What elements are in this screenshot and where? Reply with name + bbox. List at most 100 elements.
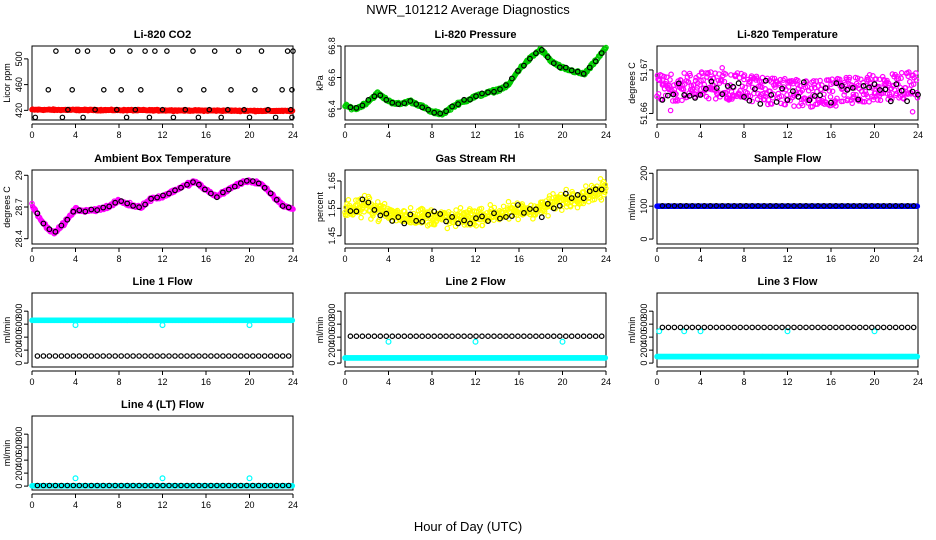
data-point — [785, 324, 791, 331]
data-point — [273, 196, 280, 203]
data-point — [722, 71, 729, 77]
y-tick-label: 29 — [14, 170, 24, 180]
data-point — [467, 333, 473, 340]
data-point — [685, 79, 692, 85]
data-point — [154, 194, 161, 201]
data-point — [752, 86, 758, 92]
y-tick-label: 420 — [14, 103, 24, 118]
data-point — [718, 78, 725, 84]
y-tick-label: 0 — [327, 361, 337, 366]
data-point — [817, 92, 823, 99]
data-point — [834, 95, 840, 102]
data-point — [202, 353, 208, 359]
y-axis-label: ml/min — [627, 317, 637, 344]
data-point — [241, 106, 247, 113]
data-point — [100, 482, 107, 489]
x-tick-label: 8 — [429, 130, 434, 140]
data-point — [371, 333, 378, 340]
data-point — [201, 87, 207, 93]
data-point — [731, 324, 738, 331]
data-point — [855, 82, 862, 89]
data-point — [206, 106, 213, 113]
x-tick-label: 12 — [157, 254, 167, 264]
data-point — [101, 87, 107, 93]
data-point — [755, 203, 761, 209]
data-point — [533, 333, 539, 340]
x-tick-label: 4 — [386, 130, 391, 140]
data-point — [845, 203, 851, 209]
data-point — [425, 211, 432, 218]
data-point — [598, 186, 605, 193]
x-tick-label: 20 — [244, 377, 254, 387]
x-tick-label: 20 — [557, 254, 567, 264]
data-point — [69, 87, 76, 93]
data-point — [279, 203, 286, 209]
data-point — [407, 98, 414, 104]
panel-title: Line 2 Flow — [446, 276, 506, 288]
data-point — [598, 50, 605, 56]
x-tick-label: 4 — [698, 254, 703, 264]
data-point — [815, 324, 821, 331]
data-point — [431, 109, 438, 116]
data-point — [893, 81, 900, 88]
data-point — [130, 482, 136, 489]
data-point — [255, 482, 262, 489]
data-point — [719, 324, 726, 331]
data-point — [261, 482, 268, 489]
x-tick-label: 24 — [601, 130, 611, 140]
data-point — [866, 72, 873, 78]
x-tick-label: 0 — [654, 377, 659, 387]
data-point — [556, 64, 563, 71]
data-point — [166, 190, 172, 197]
data-point — [562, 64, 569, 71]
y-tick-label: 0 — [14, 361, 24, 366]
data-point — [231, 183, 238, 190]
data-point — [808, 85, 815, 92]
data-point — [359, 102, 366, 109]
data-point — [695, 203, 702, 209]
x-tick-label: 20 — [869, 377, 879, 387]
data-point — [913, 77, 920, 83]
data-point — [70, 482, 77, 489]
data-point — [419, 104, 426, 111]
data-point — [662, 92, 669, 99]
data-point — [670, 91, 677, 98]
data-point — [46, 482, 53, 489]
data-point — [358, 214, 364, 221]
data-point — [142, 353, 148, 359]
data-point — [491, 210, 497, 217]
y-axis-label: percent — [315, 191, 325, 222]
data-point — [533, 50, 539, 57]
data-point — [284, 48, 291, 54]
data-point — [272, 114, 279, 121]
data-point — [142, 48, 148, 54]
data-point — [862, 88, 869, 95]
data-point — [172, 353, 178, 359]
panel-title: Line 3 Flow — [758, 276, 818, 288]
data-point — [833, 203, 839, 209]
data-point — [741, 93, 747, 100]
data-point — [419, 206, 426, 213]
data-point — [853, 92, 859, 98]
y-tick-label: 400 — [327, 330, 337, 345]
data-point — [672, 90, 678, 96]
data-point — [184, 482, 190, 489]
data-point — [719, 65, 726, 71]
data-point — [290, 48, 296, 54]
data-point — [118, 353, 125, 359]
data-point — [904, 324, 911, 331]
plot-frame — [31, 45, 294, 121]
data-point — [472, 338, 479, 345]
data-point — [226, 353, 232, 359]
data-point — [94, 482, 101, 489]
y-tick-label: 1.65 — [327, 172, 337, 190]
data-point — [538, 333, 545, 340]
data-point — [279, 353, 286, 359]
data-point — [389, 333, 396, 340]
x-tick-label: 12 — [470, 377, 480, 387]
data-point — [586, 333, 593, 340]
data-point — [683, 203, 690, 209]
data-point — [538, 47, 545, 53]
y-tick-label: 800 — [327, 304, 337, 319]
data-point — [130, 202, 137, 209]
